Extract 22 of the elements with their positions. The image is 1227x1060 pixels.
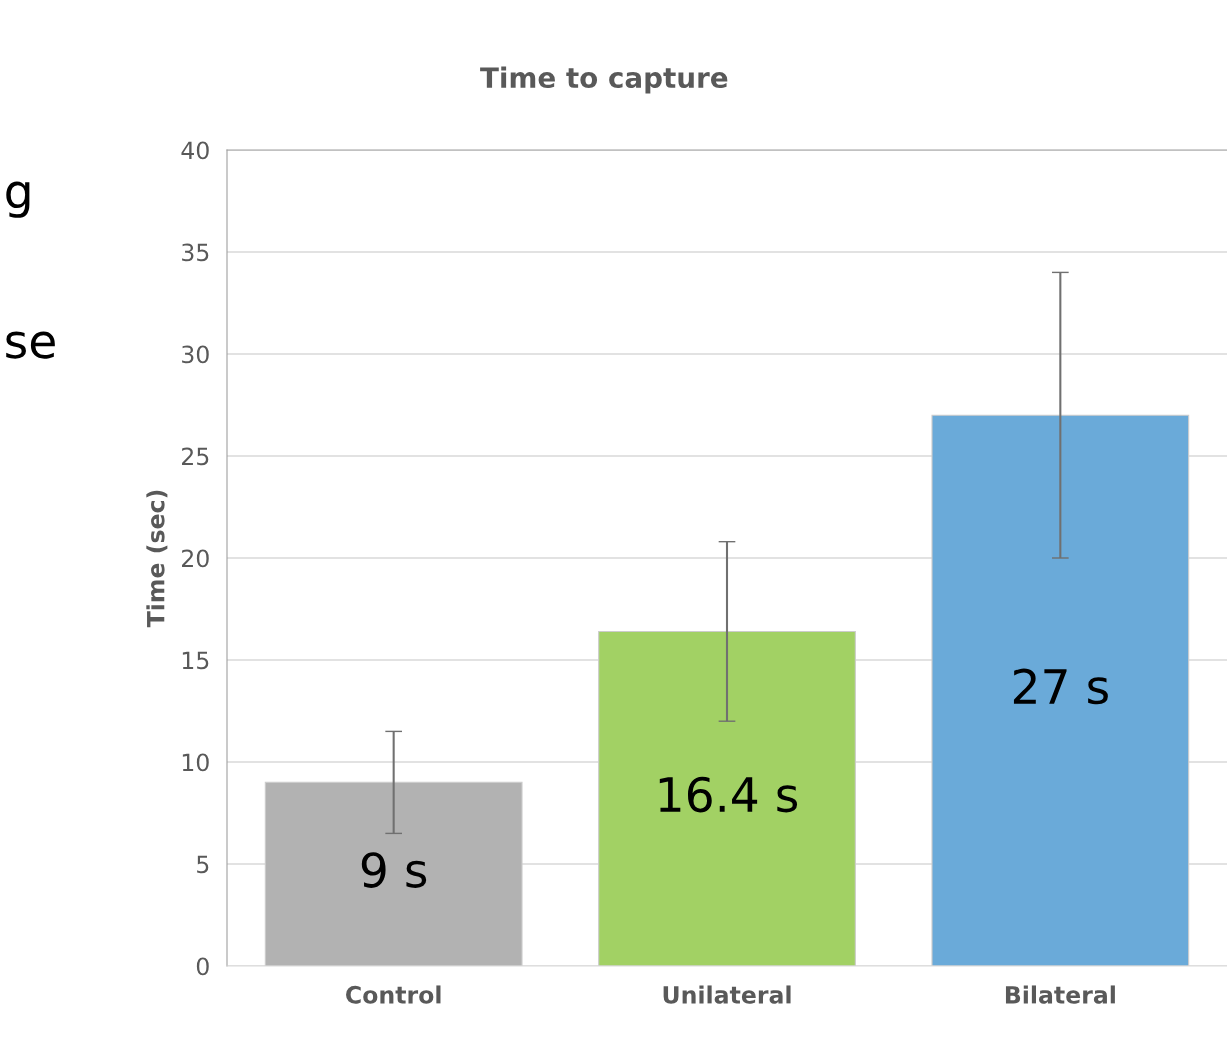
bar — [931, 414, 1190, 966]
text: se — [6, 331, 55, 359]
data-label: 9 s — [361, 852, 427, 888]
y-tick-label: 25 — [182, 447, 209, 466]
y-tick-label: 40 — [181, 141, 209, 160]
y-tick-label: 0 — [196, 957, 209, 976]
x-tick-label: Control — [346, 985, 441, 1004]
x-tick-label: Bilateral — [1005, 985, 1115, 1004]
y-tick-label: 15 — [182, 651, 209, 670]
bar — [264, 781, 523, 966]
data-label: 16.4 s — [659, 776, 798, 813]
text: g — [6, 181, 30, 218]
bar — [598, 630, 856, 966]
y-tick-label: 10 — [182, 753, 209, 772]
y-tick-label: 35 — [182, 243, 209, 262]
y-tick-label: 30 — [182, 345, 209, 364]
y-tick-label: 5 — [197, 855, 209, 874]
x-tick-label: Unilateral — [663, 985, 791, 1004]
data-label: 27 s — [1013, 668, 1108, 705]
y-axis-title: Time (sec) — [146, 490, 168, 628]
y-tick-label: 20 — [182, 549, 209, 568]
chart-title: Time to capture — [480, 66, 728, 94]
